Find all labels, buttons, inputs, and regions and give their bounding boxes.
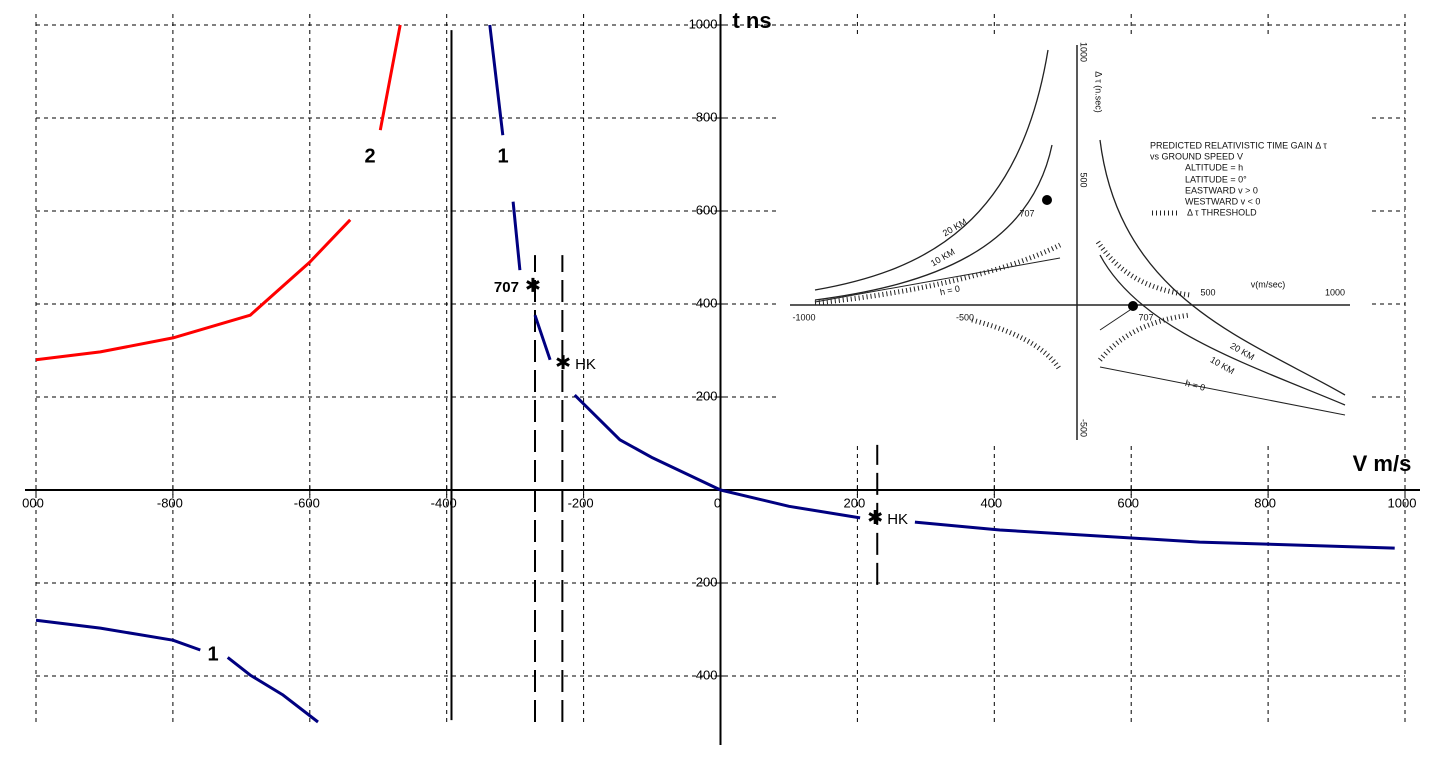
- inset-line: [814, 144, 1053, 301]
- inset-label: 500: [1079, 172, 1089, 187]
- x-tick-label: -200: [568, 495, 594, 510]
- x-tick-label: 600: [1117, 495, 1139, 510]
- inset-label: 1000: [1325, 287, 1345, 297]
- y-tick-label: 200: [696, 388, 718, 403]
- inset-label: h = 0: [939, 283, 961, 297]
- inset-label: -500: [1079, 419, 1089, 437]
- x-axis-label: V m/s: [1353, 451, 1412, 476]
- y-tick-label: 1000: [689, 16, 718, 31]
- marker-label: HK: [887, 511, 908, 528]
- inset-dot: [1042, 195, 1052, 205]
- marker-label: HK: [575, 356, 596, 373]
- curve: [35, 618, 319, 724]
- x-tick-label: -400: [431, 495, 457, 510]
- y-tick-label: 800: [696, 109, 718, 124]
- curve-label: 2: [364, 145, 375, 167]
- inset-line: [1099, 309, 1131, 331]
- inset-background: [780, 38, 1372, 443]
- inset-legend-text: WESTWARD v < 0: [1185, 196, 1260, 206]
- inset-legend-text: LATITUDE = 0°: [1185, 174, 1247, 184]
- curve: [488, 24, 1395, 550]
- curve-label: 1: [207, 643, 218, 665]
- inset-line: [1095, 240, 1191, 298]
- y-tick-label: -200: [691, 574, 717, 589]
- y-axis-label: t ns: [732, 8, 771, 33]
- y-tick-label: -400: [691, 667, 717, 682]
- x-tick-label: 200: [844, 495, 866, 510]
- inset-legend-text: EASTWARD v > 0: [1185, 185, 1258, 195]
- inset-label: 500: [1200, 287, 1215, 297]
- inset-line: [1099, 254, 1346, 406]
- inset-label: 1000: [1079, 42, 1089, 62]
- x-tick-label: 400: [980, 495, 1002, 510]
- inset-label: v(m/sec): [1251, 279, 1286, 289]
- marker-label: 707: [494, 279, 519, 296]
- inset-line: [814, 242, 1062, 306]
- x-tick-label: 800: [1254, 495, 1276, 510]
- inset-line: [1099, 139, 1346, 396]
- inset-line: [814, 49, 1049, 291]
- inset-legend-text: ALTITUDE = h: [1185, 162, 1243, 172]
- inset-legend-text: Δ τ THRESHOLD: [1187, 207, 1257, 217]
- x-tick-label: 1000: [1388, 495, 1417, 510]
- inset-legend-text: vs GROUND SPEED V: [1150, 151, 1243, 161]
- inset-label: -1000: [792, 312, 815, 322]
- inset-line: [814, 257, 1061, 303]
- inset-label: 707: [1138, 312, 1153, 322]
- marker: [556, 355, 570, 370]
- inset-label: -500: [956, 312, 974, 322]
- inset-line: [1099, 366, 1346, 416]
- inset-line: [1098, 312, 1191, 362]
- x-tick-label: -800: [157, 495, 183, 510]
- inset: PREDICTED RELATIVISTIC TIME GAIN Δ τvs G…: [780, 38, 1372, 443]
- inset-legend-text: PREDICTED RELATIVISTIC TIME GAIN Δ τ: [1150, 140, 1327, 150]
- curve: [35, 24, 402, 362]
- x-tick-label: 0: [714, 495, 721, 510]
- x-tick-label: 000: [22, 495, 44, 510]
- x-tick-label: -600: [294, 495, 320, 510]
- inset-label: Δ τ (n.sec): [1094, 71, 1104, 113]
- y-tick-label: 400: [696, 295, 718, 310]
- marker: [526, 277, 540, 292]
- inset-dot: [1128, 301, 1138, 311]
- y-tick-label: 600: [696, 202, 718, 217]
- curve-label: 1: [497, 145, 508, 167]
- inset-line: [971, 317, 1063, 372]
- inset-label: 707: [1019, 208, 1034, 218]
- marker: [868, 509, 883, 524]
